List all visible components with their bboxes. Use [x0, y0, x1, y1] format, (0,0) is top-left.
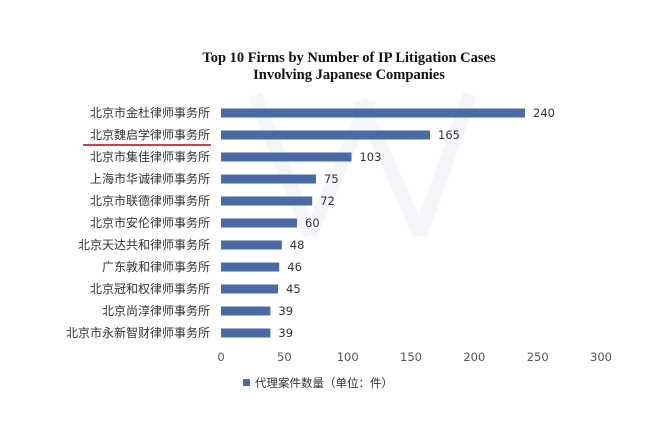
x-tick-label-2: 100 [337, 350, 359, 364]
value-label-3: 75 [324, 172, 339, 186]
category-label-8: 北京冠和权律师事务所 [90, 281, 210, 296]
bar-5 [221, 218, 297, 228]
legend: 代理案件数量（单位：件） [243, 376, 393, 390]
category-label-9: 北京尚淳律师事务所 [102, 303, 210, 318]
category-label-5: 北京市安伦律师事务所 [90, 215, 210, 230]
bar-9 [221, 306, 271, 316]
value-label-6: 48 [290, 238, 305, 252]
bar-6 [221, 240, 282, 250]
chart-title-line-2: Involving Japanese Companies [253, 67, 445, 83]
value-label-4: 72 [320, 194, 335, 208]
value-label-9: 39 [278, 304, 293, 318]
value-label-8: 45 [286, 282, 301, 296]
legend-swatch [243, 379, 250, 386]
category-label-4: 北京市联德律师事务所 [90, 193, 210, 208]
value-label-1: 165 [438, 128, 460, 142]
category-label-0: 北京市金杜律师事务所 [90, 105, 210, 120]
category-label-1: 北京魏启学律师事务所 [90, 127, 210, 142]
x-tick-label-3: 150 [400, 350, 422, 364]
category-label-6: 北京天达共和律师事务所 [78, 237, 210, 252]
watermark-graphic [248, 92, 477, 238]
bars-group [221, 108, 525, 338]
category-label-10: 北京市永新智财律师事务所 [66, 325, 210, 340]
x-tick-label-0: 0 [217, 350, 224, 364]
chart-title-line-1: Top 10 Firms by Number of IP Litigation … [202, 50, 496, 66]
category-label-3: 上海市华诚律师事务所 [90, 171, 210, 186]
category-label-2: 北京市集佳律师事务所 [90, 149, 210, 164]
bar-4 [221, 196, 313, 206]
value-label-5: 60 [305, 216, 320, 230]
x-tick-label-1: 50 [277, 350, 292, 364]
value-label-10: 39 [278, 326, 293, 340]
x-axis-ticks: 0 50 100 150 200 250 300 [217, 350, 612, 364]
x-tick-label-6: 300 [590, 350, 612, 364]
bar-1 [221, 130, 430, 140]
value-label-0: 240 [533, 106, 555, 120]
x-tick-label-5: 250 [527, 350, 549, 364]
value-label-7: 46 [287, 260, 302, 274]
bar-8 [221, 284, 278, 294]
category-labels: 北京市金杜律师事务所北京魏启学律师事务所北京市集佳律师事务所上海市华诚律师事务所… [66, 105, 210, 340]
legend-label: 代理案件数量（单位：件） [255, 376, 393, 390]
category-label-7: 广东敦和律师事务所 [102, 259, 210, 274]
bar-2 [221, 152, 352, 162]
value-label-2: 103 [359, 150, 381, 164]
bar-10 [221, 328, 271, 338]
bar-0 [221, 108, 525, 118]
bar-7 [221, 262, 280, 272]
x-tick-label-4: 200 [463, 350, 485, 364]
bar-3 [221, 174, 316, 184]
